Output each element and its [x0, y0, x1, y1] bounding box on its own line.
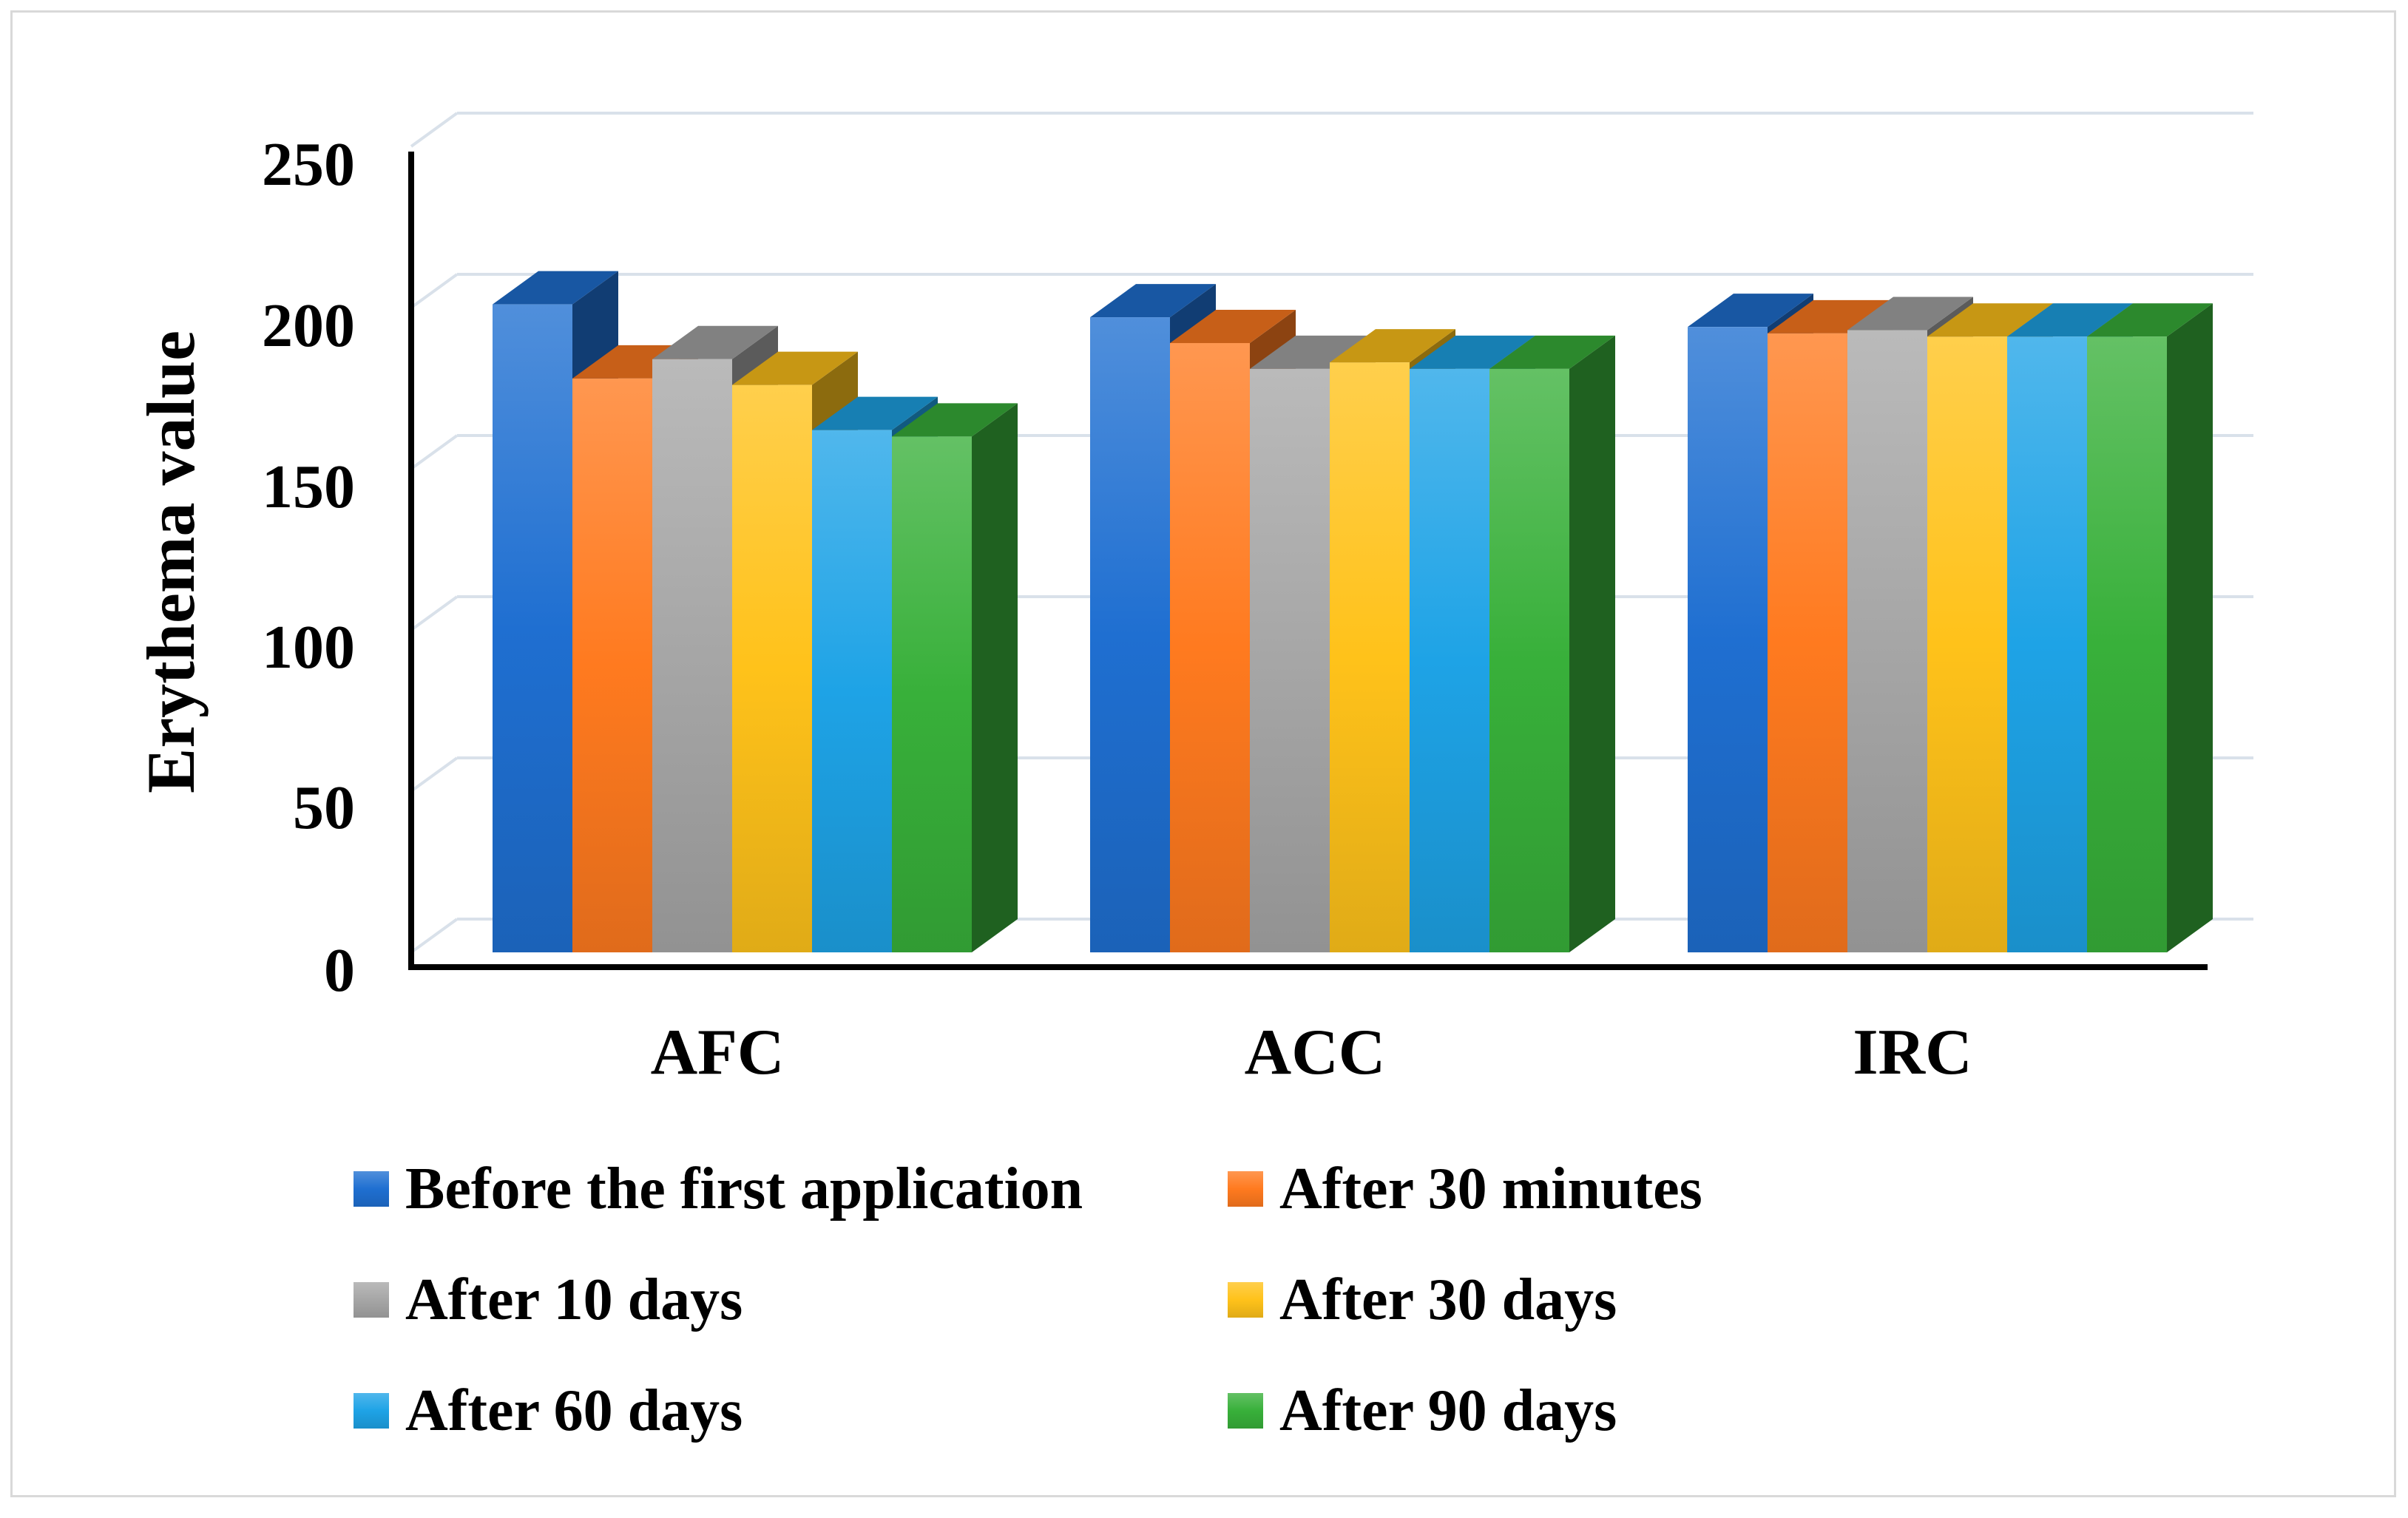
legend-swatch: [354, 1282, 389, 1318]
legend-item-after-10-days: After 10 days: [354, 1267, 743, 1332]
legend-swatch: [1228, 1171, 1263, 1207]
y-tick-100: 100: [262, 613, 355, 682]
legend-label: After 60 days: [405, 1378, 743, 1443]
legend-item-after-30-days: After 30 days: [1228, 1267, 1617, 1332]
x-tick-afc: AFC: [651, 1017, 785, 1088]
x-tick-acc: ACC: [1245, 1017, 1386, 1088]
bar-irc-after-90-days: [2087, 303, 2213, 952]
legend-label: After 30 minutes: [1279, 1156, 1702, 1221]
x-tick-irc: IRC: [1853, 1017, 1972, 1088]
x-axis-ticks: AFC ACC IRC: [651, 1017, 1972, 1088]
legend-label: After 30 days: [1279, 1267, 1617, 1332]
gridline-depth-150: [410, 434, 459, 470]
legend-swatch: [1228, 1393, 1263, 1429]
gridline-depth-250: [410, 112, 459, 148]
y-axis-title: Erythema value: [133, 331, 209, 793]
y-tick-150: 150: [262, 453, 355, 521]
legend-label: After 90 days: [1279, 1378, 1617, 1443]
legend-swatch: [354, 1393, 389, 1429]
legend-item-after-30-minutes: After 30 minutes: [1228, 1156, 1702, 1221]
chart-bars: [493, 271, 2213, 953]
bar-afc-after-90-days: [892, 403, 1018, 952]
gridline-depth-50: [410, 756, 459, 793]
legend-label: Before the first application: [405, 1156, 1083, 1221]
y-tick-250: 250: [262, 130, 355, 199]
chart-legend: Before the first application After 30 min…: [354, 1156, 1702, 1443]
gridline-depth-0: [410, 918, 459, 954]
legend-label: After 10 days: [405, 1267, 743, 1332]
chart-axes: [408, 152, 2208, 970]
legend-item-before-the-first-application: Before the first application: [354, 1156, 1083, 1221]
y-axis-ticks: 0 50 100 150 200 250: [262, 130, 355, 1005]
legend-item-after-60-days: After 60 days: [354, 1378, 743, 1443]
gridline-depth-100: [410, 595, 459, 631]
legend-swatch: [1228, 1282, 1263, 1318]
legend-swatch: [354, 1171, 389, 1207]
y-tick-0: 0: [324, 936, 355, 1005]
y-tick-200: 200: [262, 291, 355, 360]
y-tick-50: 50: [293, 773, 355, 842]
gridline-depth-200: [410, 273, 459, 309]
bar-acc-after-90-days: [1489, 335, 1615, 953]
legend-item-after-90-days: After 90 days: [1228, 1378, 1617, 1443]
